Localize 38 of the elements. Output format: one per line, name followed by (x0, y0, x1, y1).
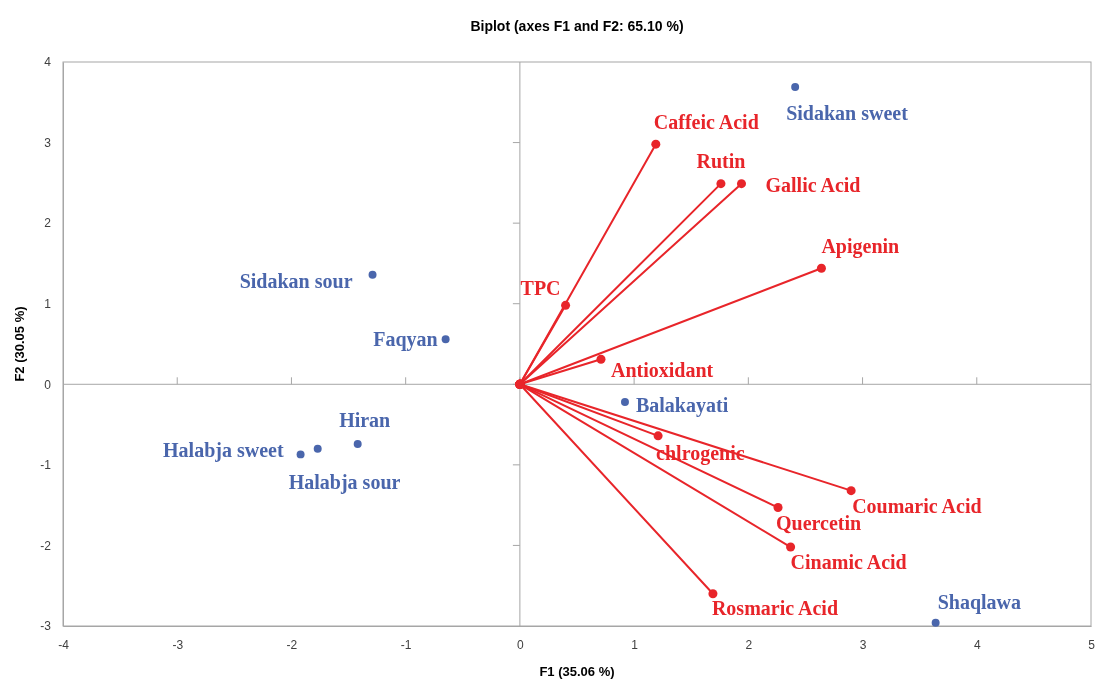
annotation: Sidakan sour (239, 269, 353, 292)
y-tick-label: -3 (40, 619, 52, 634)
x-tick-label: 5 (1088, 637, 1096, 652)
series-label: Cinamic Acid (790, 551, 907, 574)
series-label: Gallic Acid (765, 173, 861, 196)
annotation: Halabja sweet (163, 439, 284, 463)
series-label: Apigenin (821, 235, 900, 259)
series-label: TPC (520, 277, 561, 300)
y-axis-title: F2 (30.05 %) (12, 306, 27, 382)
annotation: Shaqlawa (937, 590, 1022, 614)
x-tick-label: -1 (400, 637, 412, 652)
x-tick-label: 0 (517, 637, 525, 652)
x-tick-label: -4 (58, 637, 70, 652)
series-label: Coumaric Acid (852, 494, 982, 517)
y-tick-label: -2 (40, 538, 52, 553)
x-tick-label: 2 (745, 637, 753, 652)
y-tick-label: 4 (44, 55, 52, 70)
x-axis-title: F1 (35.06 %) (539, 664, 615, 679)
x-tick-label: -3 (172, 637, 184, 652)
chart-title: Biplot (axes F1 and F2: 65.10 %) (470, 18, 684, 34)
x-tick-label: -2 (286, 637, 298, 652)
annotation: Sidakan sweet (786, 101, 909, 124)
annotation: Halabja sour (288, 470, 401, 494)
y-tick-label: 1 (44, 297, 52, 312)
annotation: Faqyan (373, 328, 438, 352)
series-label: Rutin (696, 149, 746, 172)
y-tick-label: 0 (44, 377, 52, 392)
x-tick-label: 3 (859, 637, 867, 652)
x-tick-label: 1 (631, 637, 639, 652)
y-tick-label: 2 (44, 216, 52, 231)
series-label: Rosmaric Acid (711, 596, 839, 619)
series-label: Caffeic Acid (653, 111, 759, 134)
y-tick-label: 3 (44, 135, 52, 150)
annotation: Balakayati (635, 394, 729, 418)
annotation: Hiran (339, 408, 391, 431)
x-tick-label: 4 (973, 637, 981, 652)
y-tick-label: -1 (40, 458, 52, 473)
series-label: Antioxidant (610, 359, 714, 382)
